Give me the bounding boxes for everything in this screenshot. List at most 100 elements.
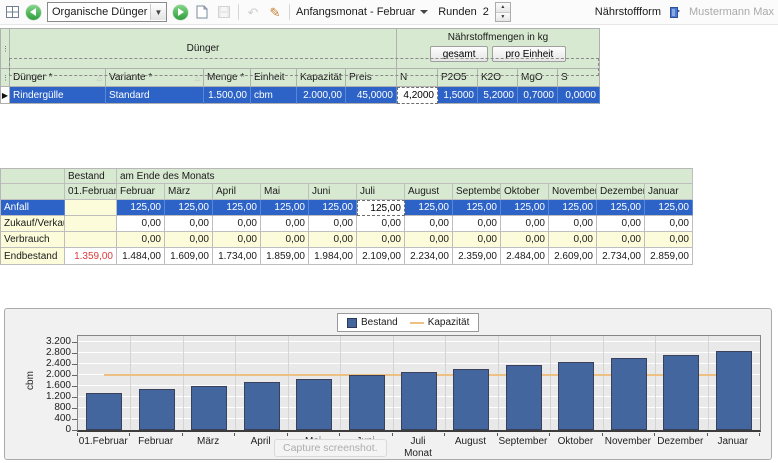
- cell-preis[interactable]: 45,0000: [346, 87, 397, 104]
- pro-einheit-button[interactable]: pro Einheit: [492, 46, 567, 62]
- month-cell[interactable]: 125,00: [165, 200, 213, 216]
- cell-s[interactable]: 0,0000: [558, 87, 600, 104]
- window-layout-icon[interactable]: [4, 4, 20, 20]
- month-cell[interactable]: 0,00: [597, 232, 645, 248]
- x-tick-label: 01.Februar: [78, 436, 128, 447]
- month-cell[interactable]: 0,00: [501, 216, 549, 232]
- month-cell[interactable]: 2.359,00: [453, 248, 501, 265]
- month-cell[interactable]: 1.484,00: [117, 248, 165, 265]
- month-cell[interactable]: 125,00: [645, 200, 693, 216]
- month-cell[interactable]: 0,00: [117, 216, 165, 232]
- month-cell[interactable]: 0,00: [549, 232, 597, 248]
- logout-door-icon[interactable]: [667, 4, 683, 20]
- month-cell[interactable]: 125,00: [117, 200, 165, 216]
- column-header-s[interactable]: S: [558, 69, 600, 87]
- month-cell[interactable]: 2.234,00: [405, 248, 453, 265]
- runden-spinner[interactable]: ▲ ▼: [494, 2, 511, 22]
- month-cell[interactable]: 125,00: [549, 200, 597, 216]
- month-cell[interactable]: 0,00: [357, 232, 405, 248]
- month-cell[interactable]: 0,00: [405, 232, 453, 248]
- month-cell[interactable]: 0,00: [597, 216, 645, 232]
- month-cell[interactable]: 0,00: [453, 216, 501, 232]
- naehrstoffform-button[interactable]: Nährstoffform: [594, 6, 662, 18]
- month-cell[interactable]: 0,00: [549, 216, 597, 232]
- month-cell[interactable]: 1.734,00: [213, 248, 261, 265]
- row-label[interactable]: Endbestand: [1, 248, 65, 265]
- v-gridline: [602, 336, 604, 430]
- month-cell[interactable]: 2.609,00: [549, 248, 597, 265]
- start-cell[interactable]: [65, 232, 117, 248]
- month-cell[interactable]: 125,00: [453, 200, 501, 216]
- month-cell[interactable]: 125,00: [357, 200, 405, 216]
- cell-n-active[interactable]: 4,2000: [397, 87, 438, 104]
- cell-mgo[interactable]: 0,7000: [518, 87, 558, 104]
- chevron-down-icon[interactable]: ▼: [150, 4, 166, 20]
- month-cell[interactable]: 0,00: [453, 232, 501, 248]
- cell-variante[interactable]: Standard: [106, 87, 204, 104]
- month-cell[interactable]: 2.484,00: [501, 248, 549, 265]
- row-label[interactable]: Anfall: [1, 200, 65, 216]
- month-cell[interactable]: 1.859,00: [261, 248, 309, 265]
- month-cell[interactable]: 125,00: [597, 200, 645, 216]
- month-cell[interactable]: 0,00: [405, 216, 453, 232]
- back-button[interactable]: [26, 4, 41, 20]
- column-header-k2o[interactable]: K2O: [478, 69, 518, 87]
- start-cell[interactable]: [65, 216, 117, 232]
- column-header-p2o5[interactable]: P2O5: [438, 69, 478, 87]
- column-header-n[interactable]: N: [397, 69, 438, 87]
- month-cell[interactable]: 0,00: [357, 216, 405, 232]
- month-cell[interactable]: 0,00: [261, 232, 309, 248]
- month-cell[interactable]: 125,00: [309, 200, 357, 216]
- cell-einheit[interactable]: cbm: [251, 87, 297, 104]
- spin-down-icon[interactable]: ▼: [495, 12, 510, 21]
- month-cell[interactable]: 0,00: [261, 216, 309, 232]
- month-cell[interactable]: 0,00: [645, 216, 693, 232]
- month-cell[interactable]: 0,00: [213, 232, 261, 248]
- column-header-einheit[interactable]: Einheit: [251, 69, 297, 87]
- grid-options-icon[interactable]: ⋮: [1, 69, 10, 87]
- month-cell[interactable]: 125,00: [405, 200, 453, 216]
- column-header-preis[interactable]: Preis: [346, 69, 397, 87]
- month-cell[interactable]: 0,00: [165, 232, 213, 248]
- month-cell[interactable]: 1.984,00: [309, 248, 357, 265]
- month-cell[interactable]: 1.609,00: [165, 248, 213, 265]
- spin-up-icon[interactable]: ▲: [495, 3, 510, 13]
- grid-options-icon[interactable]: ⋮: [1, 29, 10, 69]
- gesamt-button[interactable]: gesamt: [429, 46, 489, 62]
- row-label[interactable]: Zukauf/Verkauf: [1, 216, 65, 232]
- month-cell[interactable]: 0,00: [501, 232, 549, 248]
- month-cell[interactable]: 0,00: [309, 232, 357, 248]
- runden-value[interactable]: 2: [482, 6, 489, 18]
- column-header-duenger[interactable]: Dünger * △: [10, 69, 106, 87]
- start-cell[interactable]: [65, 200, 117, 216]
- month-cell[interactable]: 2.734,00: [597, 248, 645, 265]
- bestand-header: Bestand: [65, 169, 117, 184]
- month-cell[interactable]: 0,00: [213, 216, 261, 232]
- forward-button[interactable]: [173, 4, 188, 20]
- column-header-variante[interactable]: Variante * △: [106, 69, 204, 87]
- clear-button[interactable]: ✎: [269, 4, 281, 20]
- month-cell[interactable]: 0,00: [117, 232, 165, 248]
- new-document-button[interactable]: [194, 4, 210, 20]
- month-cell[interactable]: 0,00: [309, 216, 357, 232]
- cell-k2o[interactable]: 5,2000: [478, 87, 518, 104]
- month-cell[interactable]: 0,00: [165, 216, 213, 232]
- row-selector-icon[interactable]: ▶: [1, 87, 10, 104]
- column-header-menge[interactable]: Menge *: [204, 69, 251, 87]
- month-cell[interactable]: 125,00: [213, 200, 261, 216]
- cell-kapazitaet[interactable]: 2.000,00: [297, 87, 346, 104]
- month-cell[interactable]: 0,00: [645, 232, 693, 248]
- row-label[interactable]: Verbrauch: [1, 232, 65, 248]
- start-cell[interactable]: 1.359,00: [65, 248, 117, 265]
- month-cell[interactable]: 125,00: [501, 200, 549, 216]
- anfangsmonat-dropdown[interactable]: Anfangsmonat - Februar: [296, 6, 429, 18]
- month-cell[interactable]: 2.859,00: [645, 248, 693, 265]
- entity-selector[interactable]: Organische Dünger ▼: [47, 2, 167, 22]
- column-header-kapazitaet[interactable]: Kapazität *: [297, 69, 346, 87]
- month-cell[interactable]: 2.109,00: [357, 248, 405, 265]
- column-header-mgo[interactable]: MgO: [518, 69, 558, 87]
- cell-p2o5[interactable]: 1,5000: [438, 87, 478, 104]
- cell-duenger[interactable]: Rindergülle: [10, 87, 106, 104]
- month-cell[interactable]: 125,00: [261, 200, 309, 216]
- cell-menge[interactable]: 1.500,00: [204, 87, 251, 104]
